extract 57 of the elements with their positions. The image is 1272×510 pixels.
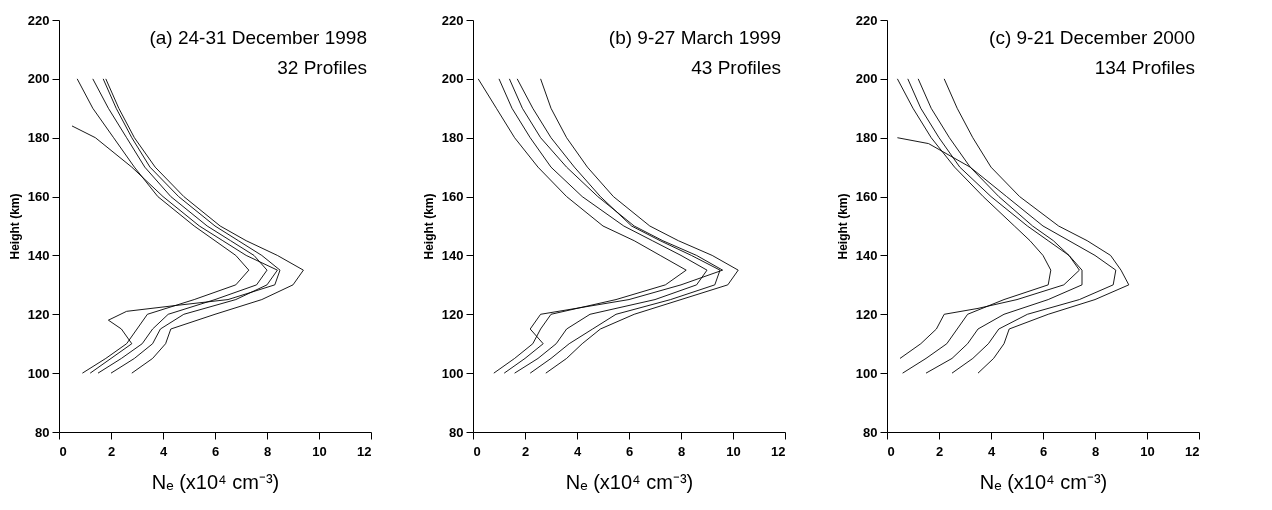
x-tick-label: 0 [59, 443, 67, 459]
x-tick-label: 2 [935, 443, 944, 459]
y-tick-label: 80 [863, 424, 878, 440]
y-tick-label: 220 [441, 12, 464, 28]
chart-title: (a) 24-31 December 1998 [149, 27, 367, 48]
x-tick-label: 4 [159, 443, 168, 459]
text: 32 Profiles [277, 57, 367, 78]
y-tick-label: 120 [27, 306, 50, 322]
y-tick-label: 160 [27, 189, 50, 205]
x-tick-label: 4 [987, 443, 996, 459]
x-tick-label: 8 [263, 443, 272, 459]
x-tick-label: 10 [1140, 443, 1155, 459]
y-axis-title: Height (km) [421, 193, 436, 260]
y-tick-label: 80 [35, 424, 50, 440]
text: 134 Profiles [1094, 57, 1195, 78]
y-axis-title: Height (km) [835, 193, 850, 260]
x-tick-label: 2 [107, 443, 116, 459]
y-tick-label: 200 [27, 71, 50, 87]
chart-title: (b) 9-27 March 1999 [608, 27, 781, 48]
x-tick-label: 0 [887, 443, 895, 459]
y-tick-label: 160 [441, 189, 464, 205]
y-axis-title: Height (km) [7, 193, 22, 260]
y-tick-label: 180 [441, 130, 464, 146]
y-tick-label: 140 [855, 247, 878, 263]
x-tick-label: 12 [357, 443, 372, 459]
y-tick-label: 200 [855, 71, 878, 87]
y-tick-label: 80 [449, 424, 464, 440]
y-tick-label: 200 [441, 71, 464, 87]
x-tick-label: 12 [771, 443, 786, 459]
y-tick-label: 160 [855, 189, 878, 205]
x-tick-label: 6 [211, 443, 220, 459]
x-tick-label: 8 [1091, 443, 1100, 459]
x-tick-label: 0 [473, 443, 481, 459]
x-axis-title: Nₑ (x10⁴ cm⁻³) [565, 470, 694, 493]
text: 43 Profiles [691, 57, 781, 78]
y-tick-label: 100 [27, 365, 50, 381]
y-tick-label: 220 [855, 12, 878, 28]
y-tick-label: 180 [855, 130, 878, 146]
x-tick-label: 4 [573, 443, 582, 459]
x-tick-label: 6 [625, 443, 634, 459]
y-tick-label: 140 [441, 247, 464, 263]
y-tick-label: 120 [441, 306, 464, 322]
x-axis-title: Nₑ (x10⁴ cm⁻³) [979, 470, 1108, 493]
x-tick-label: 12 [1185, 443, 1200, 459]
x-tick-label: 8 [677, 443, 686, 459]
x-axis-title: Nₑ (x10⁴ cm⁻³) [151, 470, 280, 493]
y-tick-label: 120 [855, 306, 878, 322]
x-tick-label: 10 [726, 443, 741, 459]
y-tick-label: 140 [27, 247, 50, 263]
chart-title: (c) 9-21 December 2000 [989, 27, 1195, 48]
y-tick-label: 100 [855, 365, 878, 381]
y-tick-label: 220 [27, 12, 50, 28]
x-tick-label: 2 [521, 443, 530, 459]
x-tick-label: 10 [312, 443, 327, 459]
y-tick-label: 180 [27, 130, 50, 146]
x-tick-label: 6 [1039, 443, 1048, 459]
y-tick-label: 100 [441, 365, 464, 381]
